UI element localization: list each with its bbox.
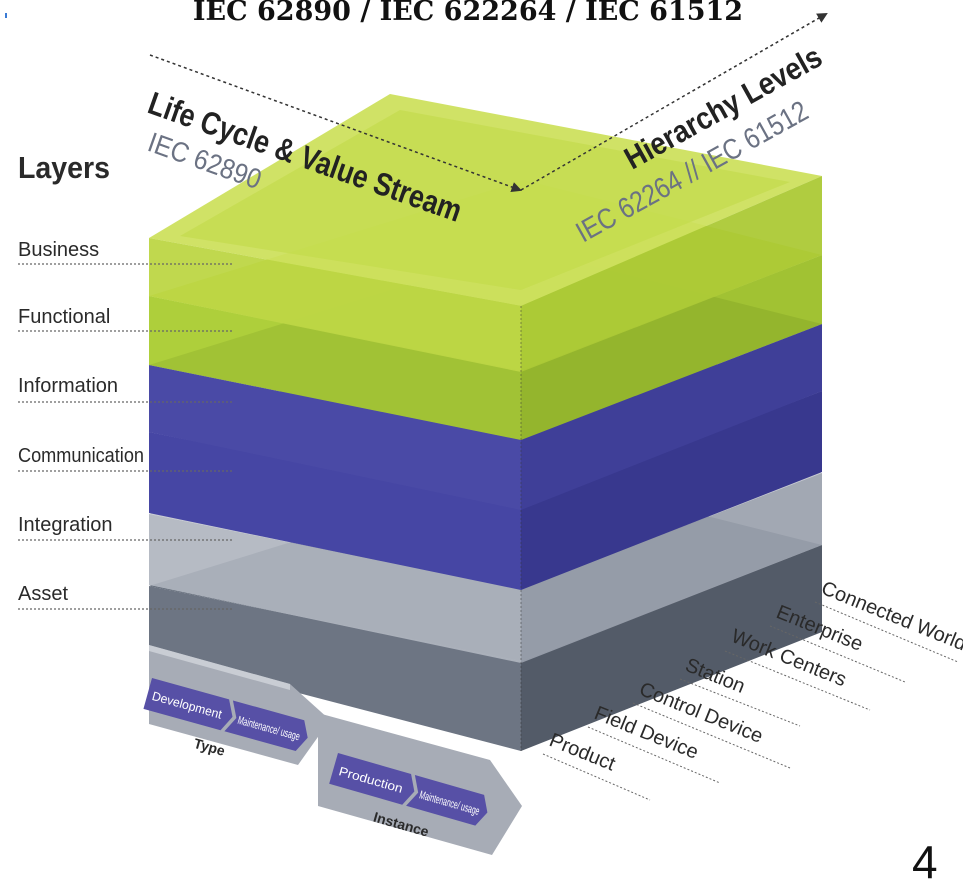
layer-label-business: Business [18,239,99,261]
phase-step-development [143,678,233,731]
layer-label-asset: Asset [18,583,68,605]
phase-step-maintenance-instance [406,775,488,826]
layer-label-communication: Communication [18,445,144,467]
layer-label-integration: Integration [18,514,113,536]
phase-step-production [329,753,415,805]
hierarchy-axis-arrow [520,12,828,191]
page-number: 4 [912,836,938,881]
phase-step-maintenance-type [224,700,308,752]
hierarchy-level-product: Product [546,729,619,775]
corner-mark [5,13,7,18]
page-title: IEC 62890 / IEC 622264 / IEC 61512 [193,0,743,27]
layer-label-functional: Functional [18,306,110,328]
layer-stack [149,94,822,751]
layers-heading: Layers [18,150,110,185]
layer-slab-business [149,94,822,372]
lifecycle-phase-ribbon: Development Maintenance/ usage Type Prod… [143,645,522,855]
layer-labels: Business Functional Information Communic… [18,239,232,610]
layer-label-information: Information [18,375,118,397]
